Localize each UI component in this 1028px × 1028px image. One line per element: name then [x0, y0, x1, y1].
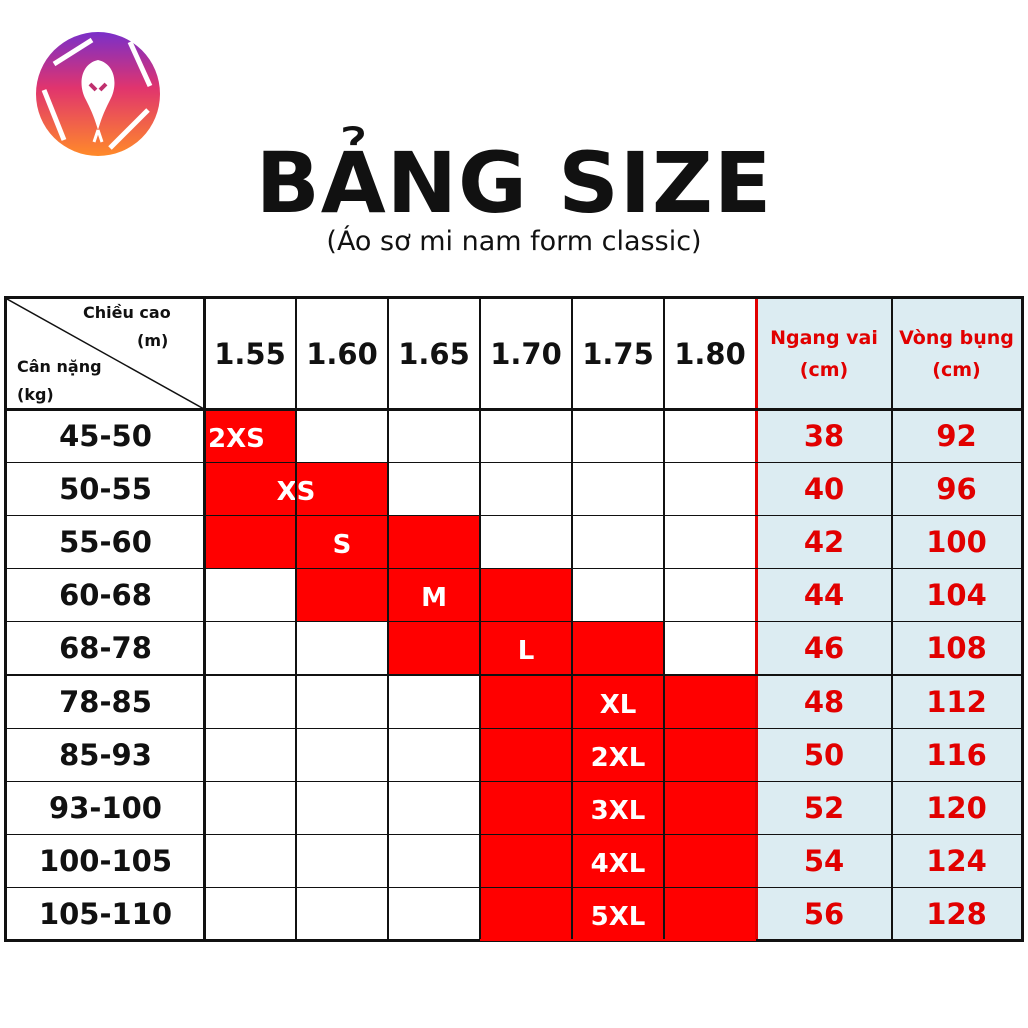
page-subtitle: (Áo sơ mi nam form classic)	[326, 226, 702, 257]
size-band-s: S	[204, 515, 480, 569]
measure-header-label: Ngang vai	[770, 327, 878, 349]
grid-line	[479, 299, 481, 939]
shoulder-width-cell: 44	[803, 578, 845, 613]
waist-cell: 120	[926, 790, 987, 825]
height-header: 1.70	[490, 337, 562, 371]
grid-line	[571, 299, 573, 939]
shoulder-width-cell: 48	[803, 684, 845, 719]
height-header: 1.80	[674, 337, 746, 371]
grid-line	[7, 621, 1021, 623]
waist-cell: 96	[936, 471, 977, 506]
corner-header-cell: Chiều cao (m) Cân nặng (kg)	[7, 299, 204, 409]
measure-header-unit: (cm)	[932, 359, 981, 381]
weight-range-cell: 78-85	[59, 684, 152, 719]
height-axis-label: Chiều cao	[83, 303, 171, 322]
shoulder-width-header: Ngang vai (cm)	[756, 299, 892, 409]
size-band-l: L	[388, 621, 664, 675]
waist-cell: 104	[926, 578, 987, 613]
waist-cell: 92	[936, 418, 977, 453]
weight-range-cell: 105-110	[38, 897, 173, 932]
size-table: Chiều cao (m) Cân nặng (kg) 1.55 1.60 1.65…	[4, 296, 1024, 942]
size-band-m: M	[296, 568, 572, 622]
grid-line	[754, 299, 758, 939]
grid-line	[387, 299, 389, 939]
shoulder-width-cell: 46	[803, 631, 845, 666]
size-band-4xl: 4XL	[480, 834, 756, 888]
weight-axis-label: Cân nặng	[17, 357, 102, 376]
weight-range-cell: 60-68	[59, 578, 152, 613]
grid-line	[7, 407, 1021, 411]
weight-range-cell: 93-100	[49, 790, 162, 825]
weight-range-cell: 100-105	[38, 844, 173, 879]
size-band-2xl: 2XL	[480, 728, 756, 782]
shoulder-width-cell: 54	[803, 844, 845, 879]
page-title: BẢNG SIZE	[255, 134, 773, 232]
grid-line	[202, 299, 206, 939]
grid-line	[7, 514, 1021, 516]
measure-header-label: Vòng bụng	[899, 327, 1014, 349]
waist-cell: 124	[926, 844, 987, 879]
waist-cell: 112	[926, 684, 987, 719]
waist-cell: 116	[926, 737, 987, 772]
height-axis-unit: (m)	[137, 331, 169, 350]
height-header: 1.75	[582, 337, 654, 371]
grid-line	[7, 727, 1021, 729]
shoulder-width-cell: 40	[803, 471, 845, 506]
height-header: 1.65	[398, 337, 470, 371]
grid-line	[891, 299, 893, 939]
shoulder-width-cell: 50	[803, 737, 845, 772]
grid-line	[7, 834, 1021, 836]
grid-line	[7, 568, 1021, 570]
grid-line	[7, 461, 1021, 463]
weight-axis-unit: (kg)	[17, 385, 54, 404]
shoulder-width-cell: 56	[803, 897, 845, 932]
size-band-2xs: 2XS	[204, 409, 296, 463]
waist-cell: 128	[926, 897, 987, 932]
size-band-3xl: 3XL	[480, 781, 756, 835]
shoulder-width-cell: 52	[803, 790, 845, 825]
waist-header: Vòng bụng (cm)	[892, 299, 1021, 409]
measurement-columns-background	[756, 299, 1021, 939]
height-header: 1.60	[306, 337, 378, 371]
measure-header-unit: (cm)	[799, 359, 849, 381]
weight-range-cell: 55-60	[59, 524, 152, 559]
size-band-xl: XL	[480, 675, 756, 729]
weight-range-cell: 68-78	[59, 631, 152, 666]
weight-range-cell: 45-50	[59, 418, 152, 453]
waist-cell: 108	[926, 631, 987, 666]
grid-line	[7, 887, 1021, 889]
waist-cell: 100	[926, 524, 987, 559]
grid-line	[295, 299, 297, 939]
weight-range-cell: 50-55	[59, 471, 152, 506]
snake-shutter-logo-icon	[36, 32, 160, 156]
shoulder-width-cell: 42	[803, 524, 845, 559]
grid-line	[7, 780, 1021, 782]
weight-range-cell: 85-93	[59, 737, 152, 772]
shoulder-width-cell: 38	[803, 418, 845, 453]
size-band-5xl: 5XL	[480, 887, 756, 941]
grid-line	[7, 674, 1021, 676]
height-header: 1.55	[214, 337, 286, 371]
diagonal-divider-icon	[7, 299, 204, 409]
grid-line	[663, 299, 665, 939]
